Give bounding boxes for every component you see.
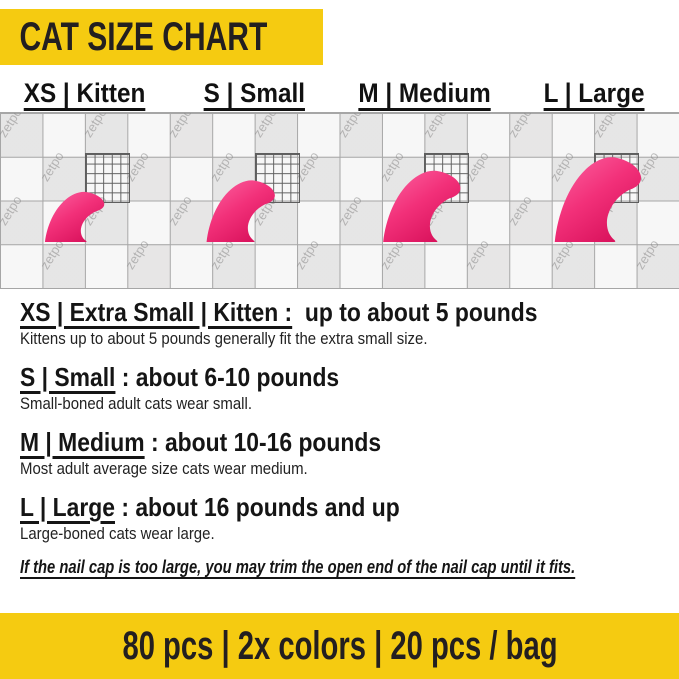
size-heading: L | Large : about 16 pounds and up (20, 492, 665, 522)
size-heading-range: : about 16 pounds and up (114, 492, 400, 522)
watermark-text: zetpo (0, 112, 25, 140)
trim-note: If the nail cap is too large, you may tr… (20, 557, 665, 578)
watermark-text: zetpo (292, 237, 322, 272)
top-banner: CAT SIZE CHART (0, 9, 323, 65)
size-heading-name: XS | Extra Small | Kitten : (20, 297, 293, 327)
watermark-text: zetpo (165, 112, 195, 140)
size-label: M | Medium (358, 77, 491, 108)
watermark-text: zetpo (37, 149, 67, 184)
size-heading-range: up to about 5 pounds (292, 297, 538, 327)
size-description-text: Large-boned cats wear large. (20, 524, 215, 543)
size-description-text: Small-boned adult cats wear small. (20, 394, 252, 413)
watermark-text: zetpo (590, 112, 620, 140)
size-description-text: Most adult average size cats wear medium… (20, 459, 308, 478)
size-label: L | Large (543, 77, 645, 108)
watermark-text: zetpo (505, 112, 535, 140)
size-heading-name: L | Large (20, 492, 115, 522)
nail-cap-m-image (383, 170, 461, 242)
bottom-banner: 80 pcs | 2x colors | 20 pcs / bag (0, 613, 679, 679)
size-heading: S | Small : about 6-10 pounds (20, 362, 665, 392)
watermark-text: zetpo (207, 237, 237, 272)
watermark-text: zetpo (462, 237, 492, 272)
size-section: XS | Extra Small | Kitten : up to about … (20, 297, 665, 349)
size-descriptions: XS | Extra Small | Kitten : up to about … (20, 297, 665, 578)
size-heading-name: S | Small (20, 362, 116, 392)
watermark-text: zetpo (122, 237, 152, 272)
size-description: Kittens up to about 5 pounds generally f… (20, 329, 665, 349)
size-description-text: Kittens up to about 5 pounds generally f… (20, 329, 428, 348)
size-description: Small-boned adult cats wear small. (20, 394, 665, 414)
watermark-text: zetpo (335, 112, 365, 140)
package-stats: 80 pcs | 2x colors | 20 pcs / bag (121, 623, 558, 668)
watermark-text: zetpo (547, 237, 577, 272)
size-description: Large-boned cats wear large. (20, 524, 665, 544)
page-title: CAT SIZE CHART (19, 14, 268, 59)
size-section: S | Small : about 6-10 pounds Small-boned… (20, 362, 665, 414)
size-label: XS | Kitten (24, 77, 146, 108)
size-section: M | Medium : about 10-16 pounds Most adul… (20, 427, 665, 479)
watermark-text: zetpo (335, 193, 365, 228)
watermark-text: zetpo (377, 237, 407, 272)
watermark-text: zetpo (0, 193, 25, 228)
size-label: S | Small (203, 77, 306, 108)
watermark-text: zetpo (80, 112, 110, 140)
size-heading: M | Medium : about 10-16 pounds (20, 427, 665, 457)
watermark-text: zetpo (250, 112, 280, 140)
size-section: L | Large : about 16 pounds and up Large-… (20, 492, 665, 544)
size-labels-row: XS | Kitten S | Small M | Medium L | Large (0, 76, 679, 110)
nail-cap-l-image (554, 157, 642, 242)
size-heading-range: : about 6-10 pounds (115, 362, 340, 392)
watermark-text: zetpo (165, 193, 195, 228)
size-description: Most adult average size cats wear medium… (20, 459, 665, 479)
watermark-text: zetpo (420, 112, 450, 140)
trim-note-text: If the nail cap is too large, you may tr… (20, 557, 576, 577)
nail-cap-s-image (206, 180, 275, 242)
measurement-grid: zetpo zetpo zetpo zetpo zetpo zetpo zetpo zetpo… (0, 112, 679, 289)
size-heading: XS | Extra Small | Kitten : up to about … (20, 297, 665, 327)
watermark-text: zetpo (37, 237, 67, 272)
watermark-text: zetpo (632, 237, 662, 272)
size-heading-range: : about 10-16 pounds (144, 427, 382, 457)
size-heading-name: M | Medium (20, 427, 145, 457)
nail-cap-xs-image (44, 191, 105, 242)
watermark-text: zetpo (505, 193, 535, 228)
